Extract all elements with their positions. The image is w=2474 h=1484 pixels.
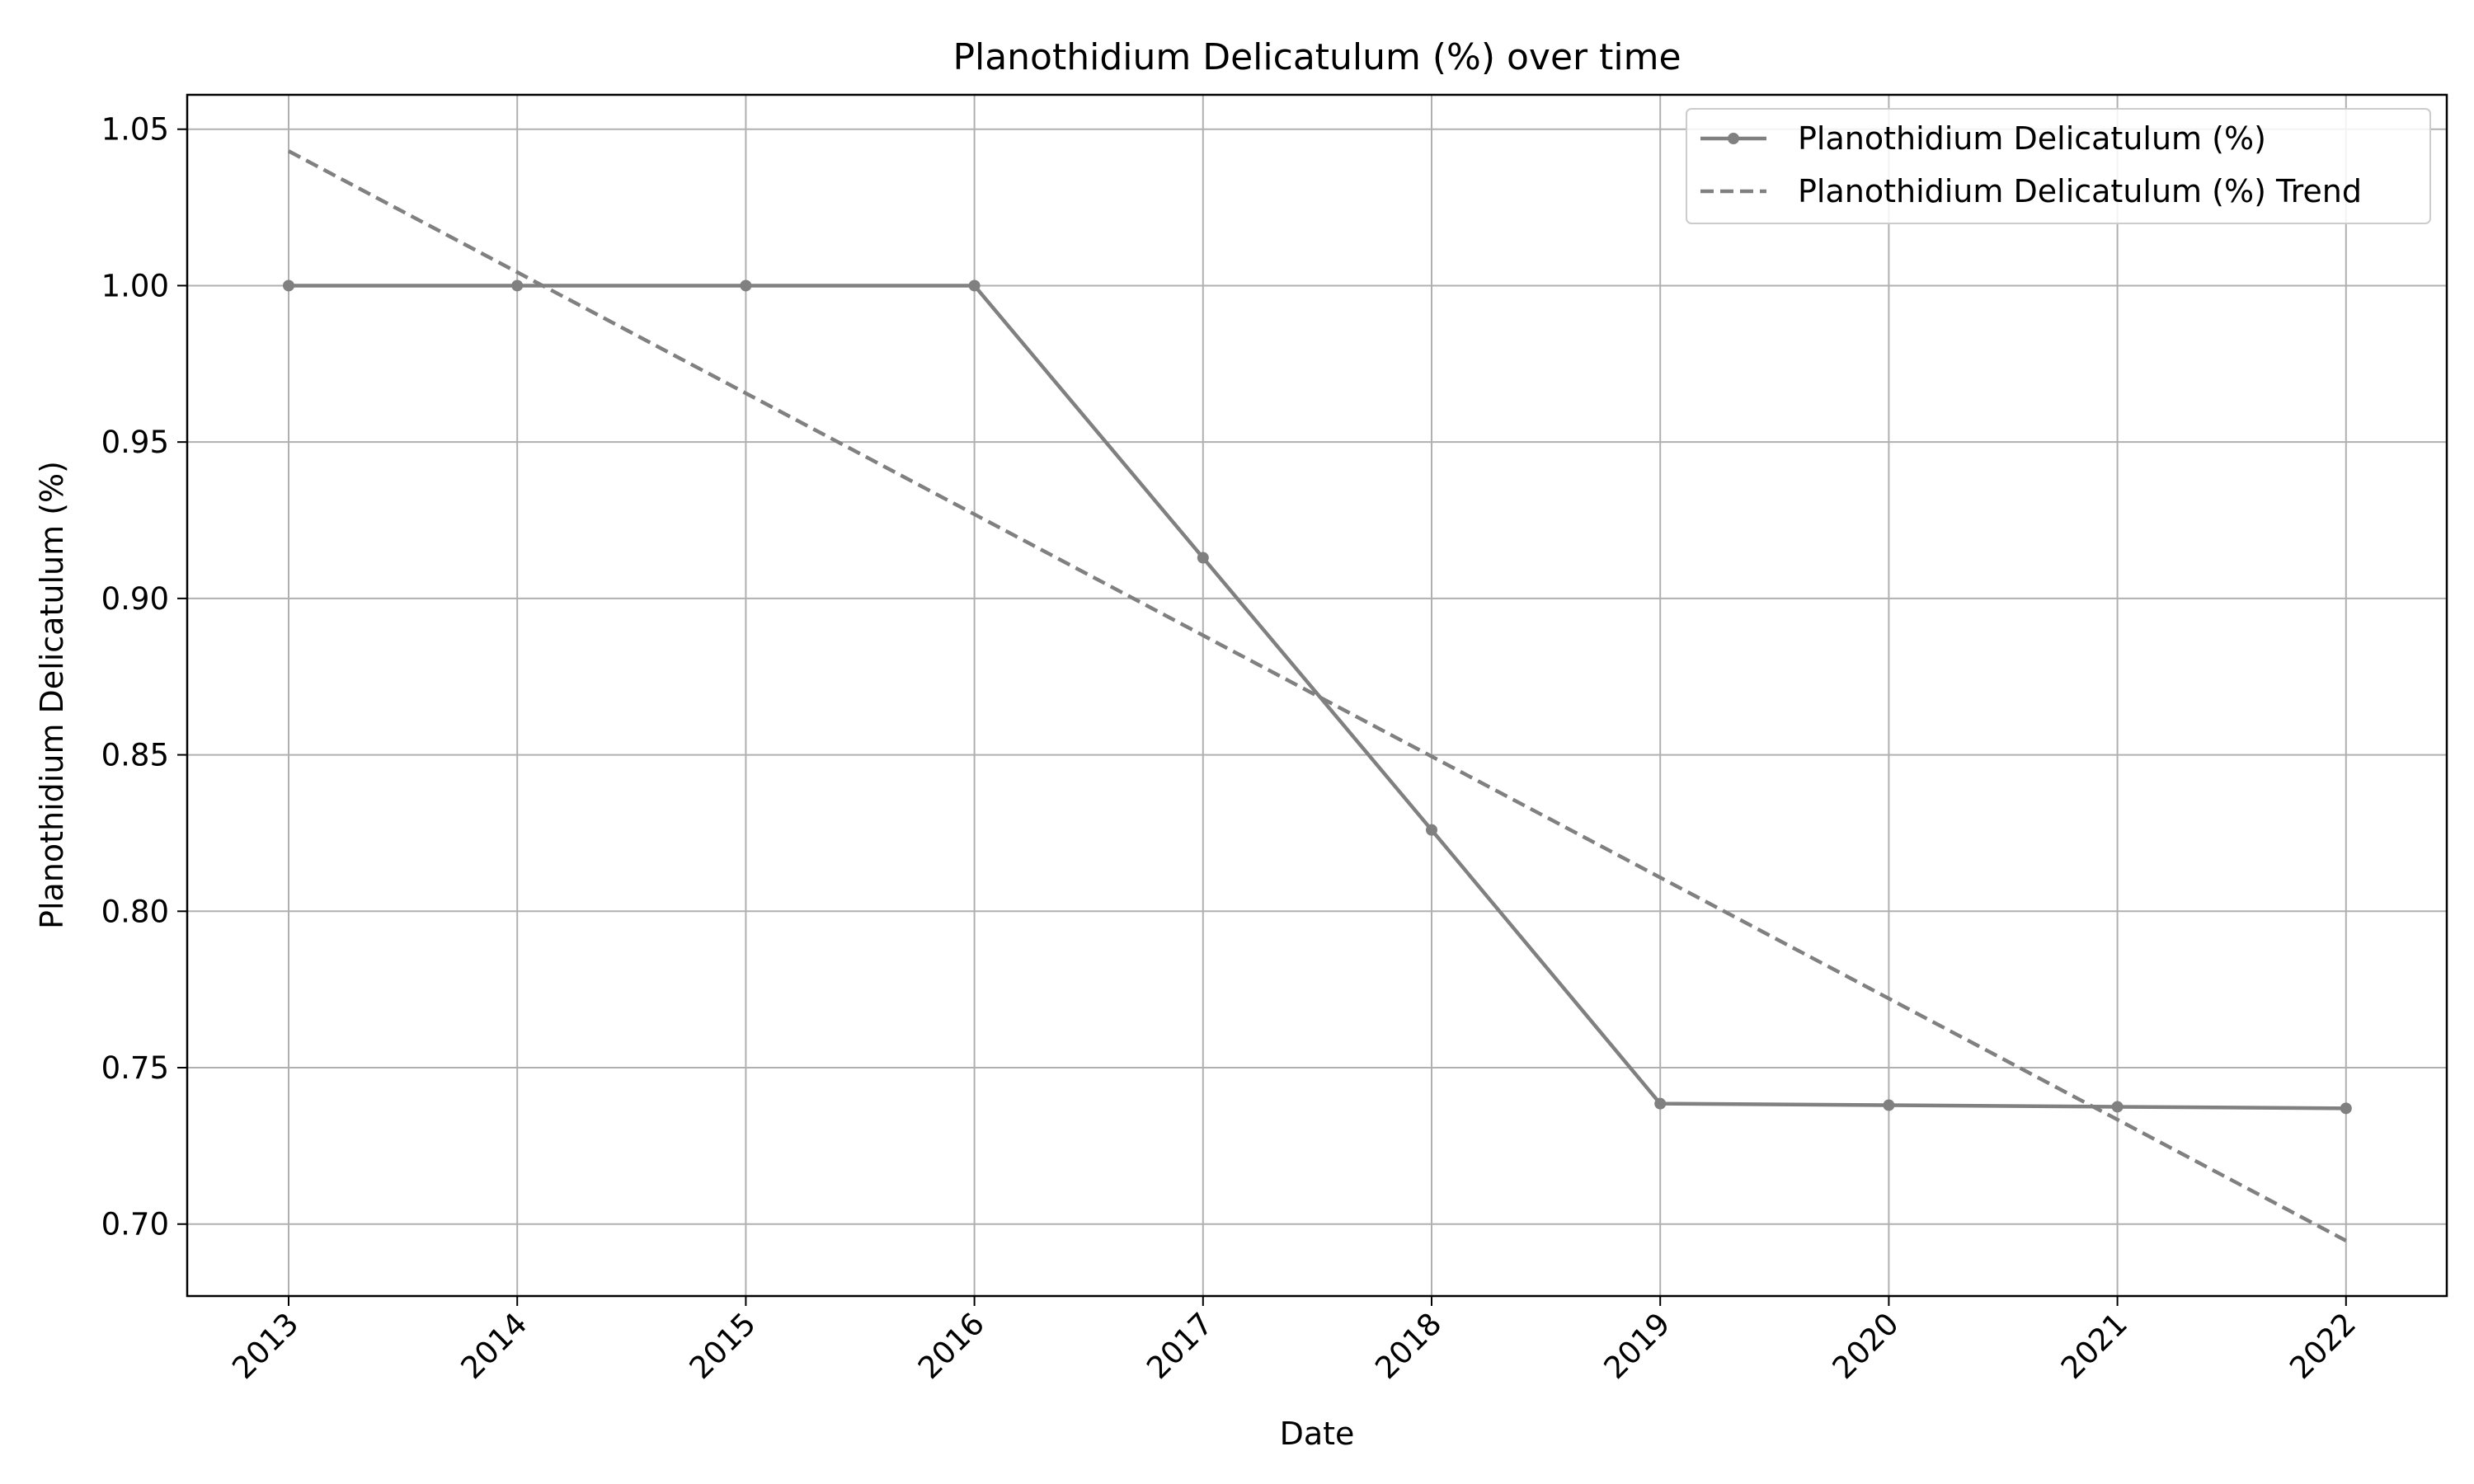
- series-line-trend: [287, 149, 2347, 1242]
- y-tick-label: 0.95: [101, 425, 169, 460]
- data-point: [740, 279, 752, 292]
- legend-box: [1686, 108, 2431, 224]
- y-tick-label: 0.70: [101, 1207, 169, 1242]
- y-tick-label: 0.85: [101, 738, 169, 773]
- x-axis-label: Date: [1280, 1416, 1355, 1452]
- legend: Planothidium Delicatulum (%) Planothidiu…: [1686, 108, 2431, 224]
- legend-label-observed: Planothidium Delicatulum (%): [1798, 120, 2266, 157]
- data-point: [1654, 1097, 1667, 1110]
- series-line-observed: [289, 284, 2346, 1111]
- data-point: [2340, 1102, 2352, 1115]
- plot-frame: [186, 93, 2448, 1298]
- legend-marker-observed: [1728, 133, 1739, 144]
- data-point: [1883, 1099, 1895, 1111]
- data-point: [1426, 824, 1437, 836]
- data-point: [511, 279, 524, 292]
- series-layer: [283, 149, 2352, 1242]
- data-point: [283, 279, 294, 292]
- y-axis-label: Planothidium Delicatulum (%): [34, 461, 70, 929]
- y-tick-label: 1.05: [101, 112, 169, 148]
- y-tick-label: 1.00: [101, 268, 169, 303]
- y-tick-label: 0.90: [101, 581, 169, 617]
- chart-title: Planothidium Delicatulum (%) over time: [952, 36, 1681, 78]
- grid-lines: [187, 95, 2447, 1296]
- y-tick-label: 0.75: [101, 1050, 169, 1086]
- legend-label-trend: Planothidium Delicatulum (%) Trend: [1798, 173, 2362, 209]
- data-point: [1197, 552, 1209, 564]
- data-point: [968, 279, 981, 292]
- y-tick-label: 0.80: [101, 894, 169, 929]
- data-point: [2111, 1101, 2124, 1113]
